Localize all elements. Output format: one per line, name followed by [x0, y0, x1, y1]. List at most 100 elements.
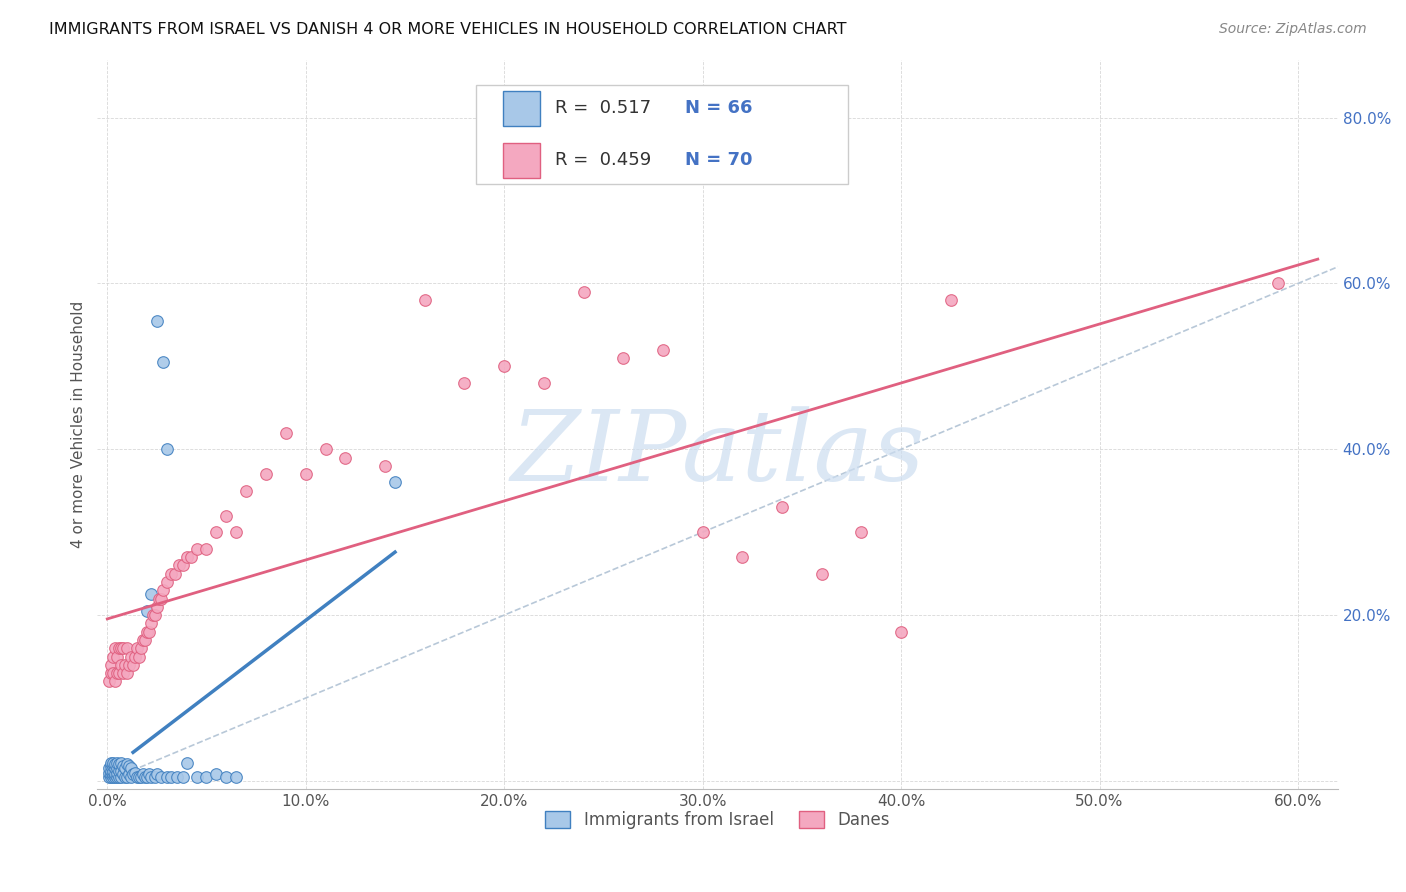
Point — [103, 649, 125, 664]
Point — [335, 450, 357, 465]
Point — [108, 764, 131, 778]
Point — [136, 604, 159, 618]
Point — [98, 674, 121, 689]
Point — [156, 770, 179, 784]
Point — [100, 666, 122, 681]
Point — [152, 355, 174, 369]
Point — [105, 666, 128, 681]
Point — [146, 599, 169, 614]
Point — [120, 762, 142, 776]
Point — [129, 641, 152, 656]
Point — [104, 770, 127, 784]
Point — [180, 550, 202, 565]
Point — [172, 770, 194, 784]
Point — [176, 756, 198, 770]
Point — [186, 541, 208, 556]
Point — [128, 770, 150, 784]
Point — [205, 525, 228, 540]
Point — [533, 376, 555, 390]
Point — [125, 641, 148, 656]
Point — [143, 608, 166, 623]
Point — [176, 550, 198, 565]
Point — [142, 608, 165, 623]
Point — [159, 566, 181, 581]
Point — [810, 566, 832, 581]
Text: IMMIGRANTS FROM ISRAEL VS DANISH 4 OR MORE VEHICLES IN HOUSEHOLD CORRELATION CHA: IMMIGRANTS FROM ISRAEL VS DANISH 4 OR MO… — [49, 22, 846, 37]
Point — [100, 759, 122, 773]
Text: ZIPatlas: ZIPatlas — [510, 406, 925, 501]
Legend: Immigrants from Israel, Danes: Immigrants from Israel, Danes — [538, 804, 896, 836]
Point — [235, 483, 257, 498]
Point — [110, 641, 132, 656]
Point — [125, 770, 148, 784]
Point — [98, 765, 121, 780]
Point — [118, 759, 141, 773]
Point — [136, 624, 159, 639]
Point — [110, 756, 132, 770]
Point — [122, 767, 145, 781]
Point — [108, 770, 131, 784]
Point — [890, 624, 912, 639]
Point — [120, 770, 142, 784]
Y-axis label: 4 or more Vehicles in Household: 4 or more Vehicles in Household — [72, 301, 86, 548]
Point — [104, 757, 127, 772]
Point — [205, 767, 228, 781]
Point — [110, 770, 132, 784]
Point — [103, 666, 125, 681]
Point — [770, 500, 793, 515]
Point — [149, 591, 172, 606]
Point — [851, 525, 873, 540]
Point — [120, 649, 142, 664]
Point — [156, 442, 179, 457]
Point — [1267, 277, 1289, 291]
Point — [139, 587, 162, 601]
Point — [118, 767, 141, 781]
Point — [104, 674, 127, 689]
Point — [134, 770, 156, 784]
Point — [114, 657, 136, 672]
Point — [112, 759, 135, 773]
Point — [731, 550, 754, 565]
Point — [139, 770, 162, 784]
Point — [374, 458, 396, 473]
Point — [132, 767, 155, 781]
Point — [114, 762, 136, 776]
Point — [138, 767, 160, 781]
Point — [149, 770, 172, 784]
Point — [108, 666, 131, 681]
FancyBboxPatch shape — [475, 85, 848, 184]
Point — [100, 767, 122, 781]
Point — [146, 314, 169, 328]
Point — [384, 475, 406, 490]
Point — [100, 770, 122, 784]
Point — [100, 764, 122, 778]
Point — [195, 770, 218, 784]
Point — [195, 541, 218, 556]
Point — [105, 649, 128, 664]
Point — [103, 767, 125, 781]
Point — [103, 770, 125, 784]
Point — [166, 770, 188, 784]
Point — [294, 467, 316, 482]
Point — [98, 770, 121, 784]
Point — [612, 351, 634, 365]
Point — [939, 293, 962, 307]
Point — [104, 641, 127, 656]
Point — [136, 770, 159, 784]
Point — [98, 762, 121, 776]
Point — [100, 657, 122, 672]
Point — [692, 525, 714, 540]
Point — [215, 508, 238, 523]
Point — [122, 657, 145, 672]
Point — [110, 657, 132, 672]
Point — [225, 770, 247, 784]
Point — [124, 765, 146, 780]
Point — [651, 343, 673, 357]
Point — [112, 767, 135, 781]
Point — [453, 376, 475, 390]
Point — [105, 770, 128, 784]
Point — [105, 765, 128, 780]
Point — [254, 467, 277, 482]
Point — [118, 657, 141, 672]
Point — [103, 759, 125, 773]
